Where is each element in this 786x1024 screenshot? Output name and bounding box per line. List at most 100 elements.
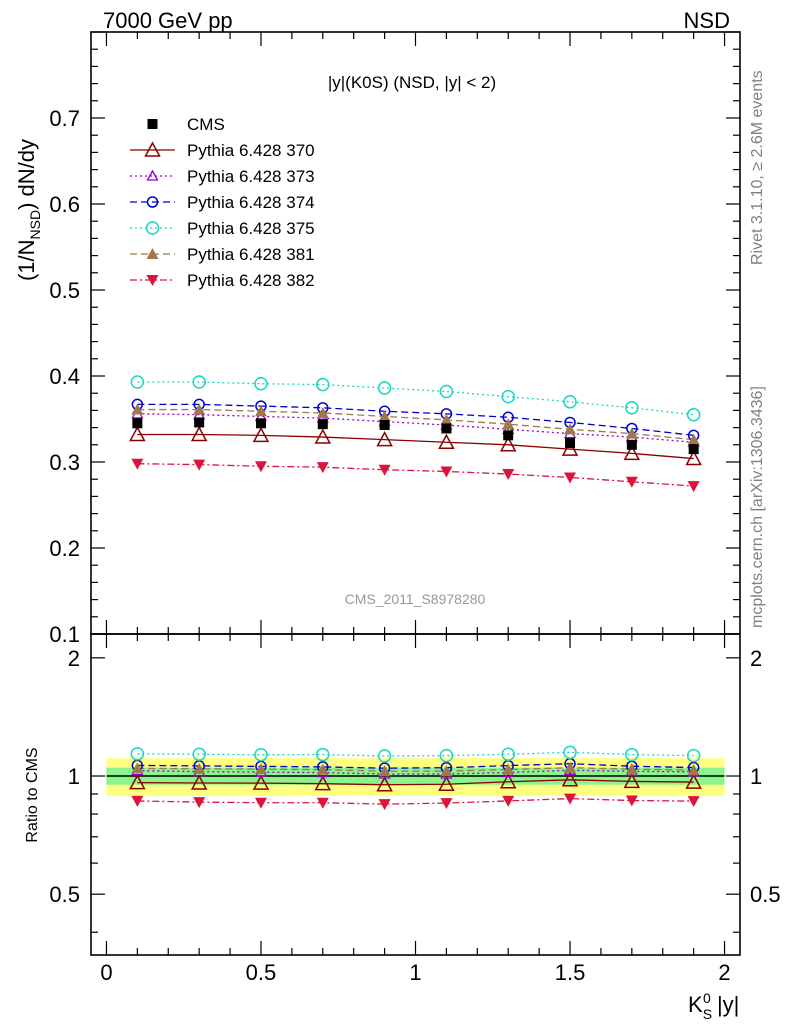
legend-marker-pythia-6-428-375 (145, 221, 160, 235)
legend-label-pythia-6-428-382: Pythia 6.428 382 (187, 271, 315, 290)
legend-label-pythia-6-428-375: Pythia 6.428 375 (187, 219, 315, 238)
ratio-point-pythia-6-428-382 (687, 796, 700, 808)
point-cms (379, 420, 390, 431)
main-y-tick-label: 0.3 (49, 450, 80, 475)
ratio-point-pythia-6-428-370 (561, 771, 579, 787)
legend-marker-pythia-6-428-373 (146, 169, 159, 181)
point-cms (441, 423, 452, 434)
rivet-info: Rivet 3.1.10, ≥ 2.6M events (749, 70, 766, 265)
ratio-point-pythia-6-428-370 (438, 775, 455, 791)
point-pythia-6-428-370 (252, 426, 270, 443)
point-pythia-6-428-370 (190, 425, 208, 442)
point-pythia-6-428-381 (502, 418, 515, 430)
point-pythia-6-428-381 (440, 413, 453, 425)
point-pythia-6-428-375 (686, 407, 701, 422)
ratio-point-pythia-6-428-375 (501, 747, 515, 762)
legend-marker-pythia-6-428-381 (146, 248, 159, 259)
x-tick-label: 0 (100, 960, 112, 985)
line-pythia-6-428-381 (137, 408, 694, 441)
legend-marker-pythia-6-428-370 (144, 141, 161, 157)
point-cms (688, 444, 699, 455)
ratio-point-pythia-6-428-381 (502, 763, 515, 775)
point-pythia-6-428-381 (564, 423, 577, 435)
series-markers (129, 375, 702, 811)
line-pythia-6-428-374 (137, 403, 694, 436)
point-pythia-6-428-370 (438, 433, 455, 449)
ratio-point-pythia-6-428-381 (193, 762, 206, 774)
point-pythia-6-428-382 (131, 458, 144, 470)
ratio-uncertainty-bands (106, 758, 725, 796)
point-pythia-6-428-382 (378, 464, 391, 476)
x-tick-label: 1 (409, 960, 421, 985)
point-cms (194, 417, 205, 428)
point-pythia-6-428-375 (501, 389, 515, 404)
ratio-point-pythia-6-428-382 (254, 797, 267, 809)
ratio-y-tick-label-right: 2 (750, 646, 762, 671)
point-pythia-6-428-382 (316, 462, 329, 474)
ratio-point-pythia-6-428-370 (314, 775, 332, 791)
ratio-point-pythia-6-428-370 (376, 776, 393, 792)
ratio-line-pythia-6-428-375 (137, 751, 694, 757)
point-pythia-6-428-370 (561, 440, 579, 456)
point-pythia-6-428-375 (316, 377, 330, 392)
series-lines (137, 381, 694, 805)
ratio-line-pythia-6-428-370 (137, 779, 694, 786)
point-pythia-6-428-375 (625, 401, 639, 415)
point-pythia-6-428-382 (440, 466, 453, 478)
ratio-point-pythia-6-428-382 (440, 798, 453, 810)
process-label: NSD (684, 8, 730, 33)
ratio-point-pythia-6-428-370 (129, 774, 146, 790)
main-y-axis-title: (1/NNSD) dN/dy (14, 139, 43, 281)
collision-label: 7000 GeV pp (103, 8, 233, 33)
point-pythia-6-428-382 (502, 469, 515, 481)
ratio-point-pythia-6-428-370 (499, 773, 517, 789)
ratio-point-pythia-6-428-375 (625, 747, 639, 762)
ratio-point-pythia-6-428-381 (316, 763, 329, 775)
point-cms (565, 438, 576, 449)
ratio-line-pythia-6-428-381 (137, 767, 694, 772)
ratio-y-tick-label: 2 (68, 646, 80, 671)
axis-ticks (91, 31, 740, 955)
ratio-y-tick-label-right: 0.5 (750, 882, 781, 907)
ratio-point-pythia-6-428-382 (378, 799, 391, 811)
ratio-point-pythia-6-428-382 (193, 797, 206, 809)
main-y-tick-label: 0.7 (49, 106, 80, 131)
ratio-point-pythia-6-428-370 (252, 774, 270, 790)
point-pythia-6-428-381 (131, 403, 144, 415)
ratio-point-pythia-6-428-375 (130, 747, 145, 761)
main-y-tick-label: 0.5 (49, 278, 80, 303)
ratio-point-pythia-6-428-382 (564, 793, 577, 805)
point-pythia-6-428-382 (193, 459, 206, 471)
ratio-point-pythia-6-428-381 (131, 762, 144, 774)
x-tick-label: 2 (718, 960, 730, 985)
mcplots-info: mcplots.cern.ch [arXiv:1306.3436] (749, 386, 766, 628)
point-pythia-6-428-381 (687, 433, 700, 445)
point-pythia-6-428-375 (192, 375, 206, 389)
point-pythia-6-428-370 (685, 449, 702, 466)
legend-label-pythia-6-428-374: Pythia 6.428 374 (187, 193, 315, 212)
point-pythia-6-428-370 (499, 436, 517, 452)
main-y-tick-label: 0.4 (49, 364, 80, 389)
point-pythia-6-428-382 (687, 481, 700, 493)
point-pythia-6-428-375 (439, 384, 454, 399)
point-pythia-6-428-370 (623, 444, 641, 461)
main-y-tick-label: 0.6 (49, 192, 80, 217)
point-pythia-6-428-381 (193, 403, 206, 415)
ratio-y-tick-label: 0.5 (49, 882, 80, 907)
ratio-point-pythia-6-428-381 (254, 763, 267, 775)
ratio-point-pythia-6-428-375 (254, 747, 268, 762)
point-pythia-6-428-381 (254, 405, 267, 417)
x-axis-title: KS0 |y| (688, 990, 739, 1022)
ratio-point-pythia-6-428-375 (377, 749, 392, 763)
ratio-point-pythia-6-428-381 (687, 764, 700, 776)
point-pythia-6-428-370 (129, 425, 146, 442)
line-pythia-6-428-370 (137, 433, 694, 460)
point-cms (626, 439, 637, 450)
point-pythia-6-428-381 (378, 410, 391, 422)
point-pythia-6-428-370 (376, 431, 393, 447)
point-pythia-6-428-375 (130, 375, 145, 389)
ratio-point-pythia-6-428-382 (502, 795, 515, 807)
main-y-tick-label: 0.2 (49, 536, 80, 561)
plot-title: |y|(K0S) (NSD, |y| < 2) (328, 73, 496, 92)
point-cms (503, 430, 514, 441)
